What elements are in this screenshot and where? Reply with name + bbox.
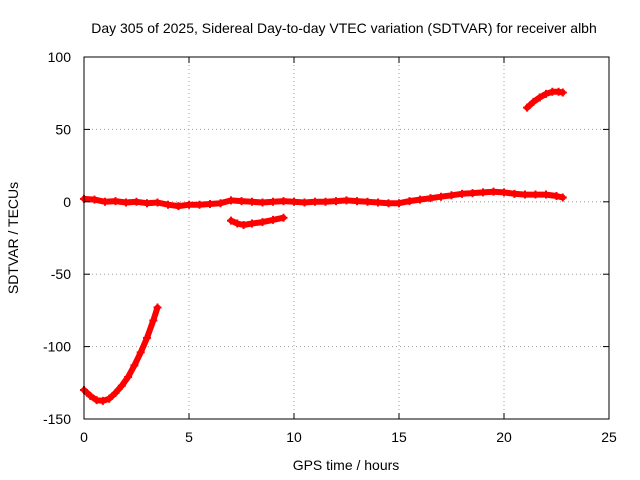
data-point — [143, 333, 151, 342]
data-point — [405, 197, 414, 206]
x-axis: 0 5 10 15 20 25 — [80, 57, 617, 445]
data-point — [300, 198, 309, 207]
series-4 — [523, 87, 567, 112]
data-point — [111, 388, 120, 397]
data-point — [258, 218, 267, 227]
x-tick-label: 20 — [496, 429, 512, 445]
data-point — [558, 88, 567, 97]
y-tick-label: 100 — [48, 49, 72, 65]
data-point — [521, 190, 529, 199]
chart-title: Day 305 of 2025, Sidereal Day-to-day VTE… — [91, 20, 597, 36]
data-point — [426, 194, 435, 203]
x-tick-label: 15 — [391, 429, 407, 445]
data-point — [86, 391, 95, 400]
data-point — [124, 373, 133, 382]
data-point — [111, 197, 120, 206]
data-point — [117, 381, 126, 390]
data-point — [216, 199, 225, 208]
data-point — [342, 196, 351, 205]
data-point — [416, 195, 424, 204]
data-point — [552, 192, 561, 201]
data-point — [489, 187, 498, 196]
series-2 — [227, 213, 288, 229]
data-point — [132, 197, 141, 206]
data-point — [447, 191, 456, 200]
data-point — [98, 396, 107, 405]
data-point — [239, 220, 248, 229]
data-point — [542, 190, 550, 199]
x-tick-label: 5 — [185, 429, 193, 445]
data-point — [227, 196, 235, 205]
series-trace — [81, 188, 566, 210]
data-point — [332, 197, 340, 206]
data-point — [535, 93, 544, 102]
data-point — [531, 190, 540, 199]
data-point — [269, 197, 277, 206]
data-point — [510, 189, 519, 198]
x-tick-label: 25 — [601, 429, 617, 445]
data-point — [130, 361, 139, 370]
data-point — [143, 199, 151, 208]
data-point — [153, 303, 162, 312]
grid-lines — [84, 57, 609, 419]
data-point — [153, 198, 162, 207]
series-trace — [81, 304, 161, 404]
data-point — [384, 199, 393, 208]
y-tick-label: 0 — [63, 194, 71, 210]
data-point — [269, 215, 277, 224]
data-point — [353, 197, 361, 206]
data-point — [321, 197, 330, 206]
y-axis-label: SDTVAR / TECUs — [5, 182, 21, 294]
data-point — [437, 192, 445, 201]
data-series — [80, 87, 567, 405]
data-point — [542, 89, 550, 98]
data-point — [227, 216, 235, 225]
data-point — [174, 202, 183, 211]
y-tick-label: -100 — [43, 339, 71, 355]
data-point — [149, 316, 158, 325]
data-point — [105, 394, 114, 403]
data-point — [195, 200, 204, 209]
series-3 — [80, 303, 162, 405]
data-point — [233, 219, 242, 228]
x-tick-label: 0 — [80, 429, 88, 445]
y-tick-label: 50 — [55, 121, 71, 137]
data-point — [206, 199, 214, 208]
data-point — [258, 198, 267, 207]
data-point — [395, 199, 403, 208]
data-point — [164, 200, 172, 209]
data-point — [363, 197, 372, 206]
series-1 — [80, 187, 567, 211]
data-point — [311, 197, 319, 206]
x-axis-label: GPS time / hours — [293, 457, 400, 473]
data-point — [90, 195, 99, 204]
data-point — [529, 97, 538, 106]
data-point — [374, 198, 382, 207]
data-point — [248, 197, 256, 206]
data-point — [279, 213, 288, 222]
y-tick-label: -150 — [43, 411, 71, 427]
data-point — [136, 348, 145, 357]
data-point — [290, 197, 298, 206]
data-point — [279, 197, 288, 206]
data-point — [101, 197, 109, 206]
data-point — [237, 197, 246, 206]
y-axis: -150 -100 -50 0 50 100 — [43, 49, 609, 427]
data-point — [479, 188, 487, 197]
plot-frame — [83, 56, 610, 420]
data-point — [468, 189, 477, 198]
data-point — [248, 219, 256, 228]
y-tick-label: -50 — [51, 266, 71, 282]
x-tick-label: 10 — [286, 429, 302, 445]
data-point — [523, 103, 532, 112]
data-point — [558, 193, 567, 202]
data-point — [500, 188, 508, 197]
data-point — [185, 200, 193, 209]
data-point — [458, 189, 466, 198]
data-point — [122, 198, 130, 207]
